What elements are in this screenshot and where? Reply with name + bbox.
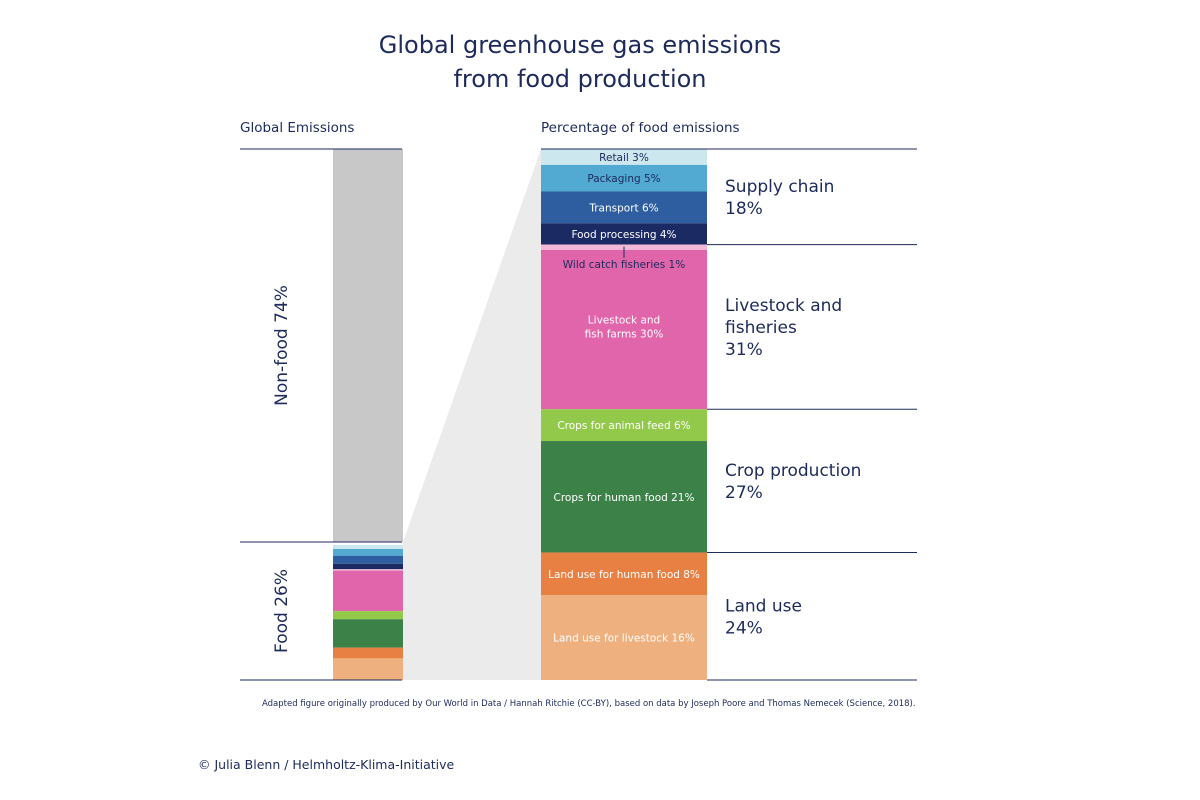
bar-segment-livestock-and-fish-farms-30 [541,249,707,410]
left-column-header: Global Emissions [240,120,355,136]
label-food: Food 26% [272,569,292,653]
segment-label-livestock-and-fish-farms-30: Livestock and fish farms 30% [585,315,664,341]
label-non-food: Non-food 74% [272,285,292,406]
group-label-land-use: Land use 24% [725,596,802,638]
bar-segment-food-processing-4 [541,223,707,245]
right-column-header: Percentage of food emissions [541,120,740,136]
zoom-connector [403,149,541,680]
bar-segment-transport-6 [541,191,707,224]
segment-label-retail-3: Retail 3% [599,152,649,164]
group-label-livestock-and-fisheries: Livestock and fisheries 31% [725,296,842,360]
title-line-1: Global greenhouse gas emissions [378,31,782,59]
food-mini-segment-crops-for-human-food-21 [333,619,403,648]
segment-label-transport-6: Transport 6% [588,202,658,214]
group-label-crop-production: Crop production 27% [725,461,861,503]
food-mini-segment-retail-3 [333,544,403,549]
segment-label-land-use-for-human-food-8: Land use for human food 8% [548,569,700,581]
segment-label-crops-for-animal-feed-6: Crops for animal feed 6% [557,420,690,432]
bar-segment-crops-for-human-food-21 [541,441,707,553]
food-mini-segment-crops-for-animal-feed-6 [333,611,403,620]
food-mini-segment-livestock-and-fish-farms-30 [333,570,403,612]
segment-label-crops-for-human-food-21: Crops for human food 21% [554,492,695,504]
segment-label-land-use-for-livestock-16: Land use for livestock 16% [553,633,695,645]
food-mini-segment-land-use-for-human-food-8 [333,647,403,659]
food-mini-segment-packaging-5 [333,548,403,556]
bar-segment-packaging-5 [541,164,707,192]
bar-segment-land-use-for-human-food-8 [541,552,707,596]
food-mini-segment-food-processing-4 [333,563,403,570]
segment-label-wild-catch-fisheries-1: Wild catch fisheries 1% [563,259,685,271]
bar-segment-crops-for-animal-feed-6 [541,409,707,442]
chart-title: Global greenhouse gas emissions from foo… [300,28,860,96]
image-credit: © Julia Blenn / Helmholtz-Klima-Initiati… [198,757,455,772]
food-mini-segment-wild-catch-fisheries-1 [333,569,403,571]
segment-label-food-processing-4: Food processing 4% [571,229,676,241]
source-footnote: Adapted figure originally produced by Ou… [262,699,916,709]
food-mini-segment-land-use-for-livestock-16 [333,658,403,680]
bar-segment-non-food [333,149,403,542]
food-mini-segment-transport-6 [333,555,403,564]
segment-label-packaging-5: Packaging 5% [587,173,660,185]
bar-segment-retail-3 [541,149,707,165]
title-line-2: from food production [453,65,707,93]
bar-segment-land-use-for-livestock-16 [541,595,707,680]
group-label-supply-chain: Supply chain 18% [725,177,834,219]
